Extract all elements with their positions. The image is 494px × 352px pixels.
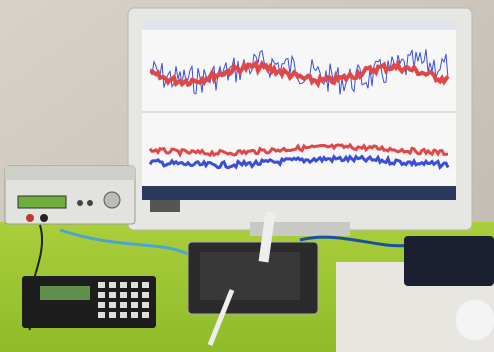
key: [109, 292, 116, 298]
probe-black: [40, 214, 48, 222]
key: [98, 312, 105, 318]
key: [109, 302, 116, 308]
key: [142, 312, 149, 318]
mouse: [456, 300, 494, 340]
key: [109, 282, 116, 288]
monitor-screen: [142, 22, 456, 200]
generator-top: [5, 166, 135, 180]
key: [142, 282, 149, 288]
key: [98, 302, 105, 308]
oscilloscope-box: [404, 236, 494, 286]
generator-button: [77, 200, 83, 206]
key: [131, 282, 138, 288]
key: [98, 282, 105, 288]
key: [98, 292, 105, 298]
key: [142, 292, 149, 298]
screen-toolbar: [142, 22, 456, 30]
key: [120, 282, 127, 288]
monitor-logo: [150, 200, 180, 212]
photo-scene: [0, 0, 494, 352]
generator-knob: [104, 192, 120, 208]
key: [142, 302, 149, 308]
probe-red: [26, 214, 34, 222]
key: [131, 292, 138, 298]
key: [120, 312, 127, 318]
key: [120, 302, 127, 308]
key: [120, 292, 127, 298]
fixture-cover: [200, 252, 300, 300]
key: [131, 302, 138, 308]
page: {} (() => { const ns: [0, 0, 494, 352]
taskbar: [142, 186, 456, 200]
generator-display: [18, 196, 66, 208]
key: [109, 312, 116, 318]
key: [131, 312, 138, 318]
generator-button: [87, 200, 93, 206]
keypad-display: [40, 286, 90, 300]
